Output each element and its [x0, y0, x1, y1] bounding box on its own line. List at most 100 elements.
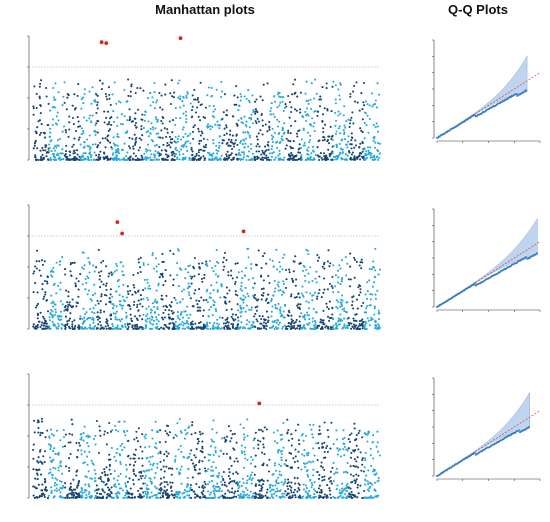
manhattan-point	[285, 105, 288, 108]
manhattan-point	[339, 301, 342, 304]
manhattan-point	[191, 154, 194, 157]
manhattan-point	[267, 274, 270, 277]
manhattan-point	[212, 490, 215, 493]
manhattan-point	[110, 492, 113, 495]
manhattan-point	[302, 127, 305, 130]
manhattan-point	[318, 158, 321, 162]
manhattan-point	[198, 119, 202, 122]
manhattan-point	[204, 106, 208, 109]
manhattan-point	[112, 312, 115, 315]
manhattan-point	[136, 272, 139, 275]
manhattan-point	[260, 298, 263, 301]
manhattan-point	[326, 484, 329, 487]
manhattan-point	[212, 327, 215, 330]
manhattan-point	[294, 448, 297, 451]
manhattan-point	[111, 93, 114, 96]
manhattan-point	[247, 295, 250, 298]
manhattan-point	[47, 149, 50, 153]
manhattan-point	[181, 144, 185, 147]
manhattan-point	[323, 136, 326, 139]
manhattan-point	[188, 425, 191, 428]
manhattan-point	[283, 122, 286, 125]
manhattan-point	[93, 477, 97, 480]
manhattan-point	[266, 82, 269, 85]
manhattan-point	[283, 492, 286, 495]
manhattan-point	[152, 462, 155, 465]
manhattan-point	[75, 277, 78, 280]
manhattan-point	[354, 139, 357, 142]
manhattan-point	[370, 494, 373, 498]
manhattan-point	[162, 327, 165, 330]
manhattan-point	[85, 493, 88, 497]
manhattan-point	[201, 280, 204, 283]
manhattan-point	[194, 289, 197, 292]
manhattan-point	[99, 493, 103, 496]
manhattan-point	[209, 305, 213, 309]
manhattan-point	[61, 130, 64, 133]
manhattan-point	[330, 421, 333, 424]
manhattan-point	[202, 309, 205, 312]
manhattan-point	[346, 461, 349, 465]
manhattan-point	[49, 140, 52, 143]
manhattan-point	[298, 483, 301, 486]
manhattan-point	[285, 325, 288, 328]
manhattan-point	[310, 428, 313, 431]
manhattan-point	[246, 434, 249, 437]
manhattan-point	[108, 120, 111, 124]
manhattan-point	[113, 81, 116, 84]
manhattan-point	[235, 85, 238, 88]
manhattan-point	[343, 325, 346, 328]
manhattan-point	[254, 156, 257, 159]
manhattan-point	[378, 454, 382, 457]
manhattan-point	[297, 325, 300, 328]
manhattan-point	[369, 304, 372, 307]
manhattan-point	[160, 468, 163, 471]
manhattan-point	[92, 327, 95, 330]
manhattan-point	[166, 483, 169, 486]
manhattan-point	[325, 302, 328, 305]
manhattan-point	[198, 288, 201, 291]
qq-diagonal	[436, 72, 541, 139]
manhattan-point	[172, 436, 175, 439]
manhattan-point	[250, 306, 253, 309]
manhattan-point	[364, 324, 367, 327]
manhattan-point	[290, 444, 293, 447]
manhattan-point	[72, 123, 75, 126]
manhattan-point	[137, 149, 140, 152]
manhattan-point	[58, 157, 61, 161]
manhattan-point	[74, 157, 77, 160]
manhattan-point	[319, 321, 322, 324]
manhattan-point	[220, 475, 224, 478]
manhattan-point	[242, 306, 245, 310]
manhattan-point	[88, 262, 91, 265]
manhattan-point	[373, 305, 376, 308]
manhattan-point	[121, 270, 124, 273]
manhattan-point	[269, 110, 272, 113]
manhattan-point	[242, 427, 245, 430]
manhattan-point	[38, 85, 41, 88]
manhattan-point	[62, 484, 65, 487]
manhattan-point	[99, 286, 102, 289]
manhattan-point	[310, 481, 313, 484]
manhattan-point	[272, 151, 276, 154]
manhattan-point	[316, 470, 319, 474]
manhattan-point	[319, 318, 322, 321]
manhattan-point	[117, 475, 120, 478]
manhattan-point	[142, 469, 145, 473]
manhattan-point	[144, 433, 148, 436]
manhattan-point	[157, 282, 160, 285]
manhattan-point	[115, 326, 118, 329]
manhattan-point	[134, 460, 137, 463]
manhattan-point	[73, 261, 76, 264]
manhattan-point	[50, 274, 53, 277]
manhattan-point	[285, 459, 288, 462]
manhattan-point	[151, 429, 154, 432]
manhattan-point	[374, 495, 377, 498]
manhattan-point	[140, 298, 143, 301]
manhattan-point	[326, 429, 329, 432]
manhattan-point	[207, 453, 210, 456]
manhattan-point	[41, 263, 45, 266]
manhattan-point	[112, 142, 115, 145]
manhattan-point	[73, 319, 76, 322]
manhattan-point	[242, 490, 245, 494]
